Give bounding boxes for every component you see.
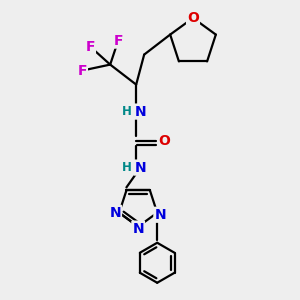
Text: H: H bbox=[122, 105, 132, 118]
Text: F: F bbox=[113, 34, 123, 48]
Text: F: F bbox=[77, 64, 87, 78]
Text: N: N bbox=[109, 206, 121, 220]
Text: F: F bbox=[85, 40, 95, 54]
Text: N: N bbox=[134, 160, 146, 175]
Text: O: O bbox=[187, 11, 199, 25]
Text: N: N bbox=[132, 222, 144, 236]
Text: N: N bbox=[154, 208, 166, 222]
Text: H: H bbox=[122, 161, 132, 174]
Text: N: N bbox=[134, 105, 146, 118]
Text: O: O bbox=[158, 134, 170, 148]
